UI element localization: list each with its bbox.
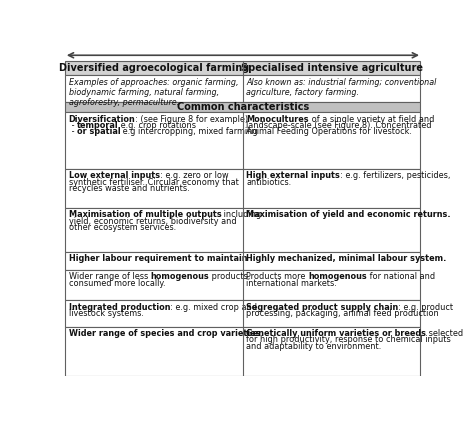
Text: Diversification: Diversification (69, 114, 135, 124)
Text: Wider range of less: Wider range of less (69, 272, 150, 281)
Text: Monocultures: Monocultures (246, 114, 309, 124)
Bar (65, 300, 420, 327)
Text: or spatial: or spatial (77, 127, 120, 136)
Text: Segregated product supply chain: Segregated product supply chain (246, 303, 398, 312)
Text: Diversified agroecological farming: Diversified agroecological farming (59, 63, 249, 73)
Text: for high productivity, response to chemical inputs: for high productivity, response to chemi… (246, 335, 451, 344)
Text: : e.g. fertilizers, pesticides,: : e.g. fertilizers, pesticides, (340, 171, 450, 180)
Text: landscape-scale (see Figure 8). Concentrated: landscape-scale (see Figure 8). Concentr… (246, 121, 431, 130)
Text: : (see Figure 8 for example): : (see Figure 8 for example) (135, 114, 248, 124)
Text: processing, packaging, animal feed production: processing, packaging, animal feed produ… (246, 309, 439, 318)
Text: Maximisation of multiple outputs: Maximisation of multiple outputs (69, 210, 221, 219)
Bar (65, 102, 420, 112)
Text: yield, economic returns, biodiversity and: yield, economic returns, biodiversity an… (69, 217, 236, 226)
Bar (65, 75, 420, 102)
Bar (65, 62, 420, 75)
Bar (65, 327, 420, 376)
Text: homogenous: homogenous (150, 272, 209, 281)
Text: other ecosystem services.: other ecosystem services. (69, 223, 176, 232)
Text: Low external inputs: Low external inputs (69, 171, 160, 180)
Bar (65, 208, 420, 252)
Text: Genetically uniform varieties or breeds: Genetically uniform varieties or breeds (246, 329, 426, 338)
Text: Products more: Products more (246, 272, 308, 281)
Text: Maximisation of yield and economic returns.: Maximisation of yield and economic retur… (246, 210, 450, 219)
Text: : e.g. mixed crop and: : e.g. mixed crop and (170, 303, 257, 312)
Text: Integrated production: Integrated production (69, 303, 170, 312)
Text: homogenous: homogenous (308, 272, 367, 281)
Text: synthetic fertiliser. Circular economy that: synthetic fertiliser. Circular economy t… (69, 178, 238, 187)
Text: High external inputs: High external inputs (246, 171, 340, 180)
Text: products,: products, (209, 272, 251, 281)
Text: of a single variety at field and: of a single variety at field and (309, 114, 434, 124)
Text: selected: selected (426, 329, 463, 338)
Text: -: - (69, 121, 77, 130)
Text: Wider range of species and crop varieties: Wider range of species and crop varietie… (69, 329, 260, 338)
Text: : e.g. zero or low: : e.g. zero or low (160, 171, 228, 180)
Text: for national and: for national and (367, 272, 435, 281)
Text: : e.g. product: : e.g. product (398, 303, 454, 312)
Bar (65, 169, 420, 208)
Text: livestock systems.: livestock systems. (69, 309, 144, 318)
Bar (65, 252, 420, 270)
Text: and adaptability to environment.: and adaptability to environment. (246, 342, 381, 351)
Text: e.g. crop rotations: e.g. crop rotations (118, 121, 196, 130)
Text: consumed more locally.: consumed more locally. (69, 279, 165, 288)
Text: temporal: temporal (77, 121, 118, 130)
Text: including: including (221, 210, 262, 219)
Text: e.g intercropping, mixed farming: e.g intercropping, mixed farming (120, 127, 258, 136)
Bar (65, 112, 420, 169)
Text: Common characteristics: Common characteristics (177, 102, 309, 112)
Text: antibiotics.: antibiotics. (246, 178, 291, 187)
Text: -: - (69, 127, 77, 136)
Text: Highly mechanized, minimal labour system.: Highly mechanized, minimal labour system… (246, 254, 447, 263)
Text: Specialised intensive agriculture: Specialised intensive agriculture (241, 63, 423, 73)
Text: Also known as: industrial farming; conventional
agriculture, factory farming.: Also known as: industrial farming; conve… (246, 78, 437, 97)
Bar (65, 270, 420, 300)
Text: Animal Feeding Operations for livestock.: Animal Feeding Operations for livestock. (246, 127, 412, 136)
Text: Examples of approaches: organic farming,
biodynamic farming, natural farming,
ag: Examples of approaches: organic farming,… (69, 78, 238, 107)
Text: Higher labour requirement to maintain: Higher labour requirement to maintain (69, 254, 247, 263)
Text: recycles waste and nutrients.: recycles waste and nutrients. (69, 184, 189, 193)
Text: international markets.: international markets. (246, 279, 337, 288)
